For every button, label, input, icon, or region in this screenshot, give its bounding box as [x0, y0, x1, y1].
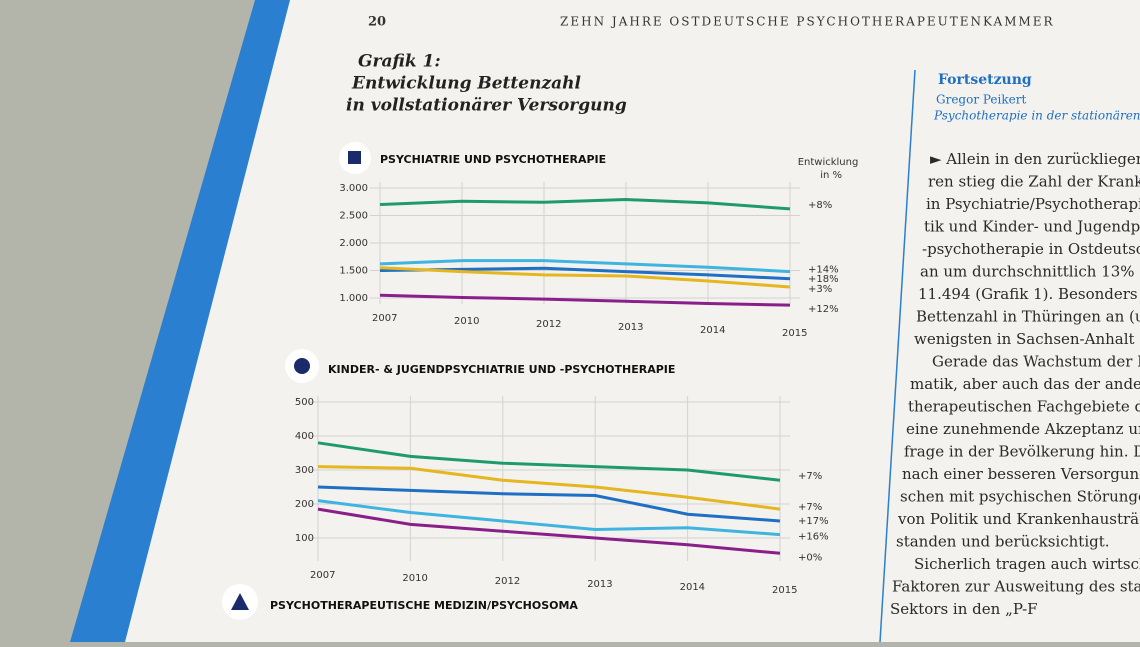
figure-title: Entwicklung Bettenzahl — [351, 74, 581, 94]
end-label: +0% — [798, 552, 822, 563]
body-column: Psychotherapie in der stationären Versor… — [890, 109, 1140, 619]
change-header: in % — [820, 170, 842, 181]
body-line: Sicherlich tragen auch wirtschaftl — [914, 555, 1140, 573]
x-tick-label: 2007 — [372, 313, 397, 324]
y-tick-label: 1.000 — [339, 293, 368, 304]
paper — [125, 0, 1140, 642]
x-tick-label: 2014 — [700, 325, 725, 336]
running-head: ZEHN JAHRE OSTDEUTSCHE PSYCHOTHERAPEUTEN… — [560, 15, 1055, 29]
change-header: Entwicklung — [798, 157, 859, 168]
triangle-icon — [231, 593, 249, 610]
y-tick-label: 500 — [295, 397, 314, 408]
chart-title: PSYCHIATRIE UND PSYCHOTHERAPIE — [380, 153, 606, 166]
y-tick-label: 100 — [295, 533, 314, 544]
end-label: +12% — [808, 304, 839, 315]
series-line — [317, 485, 781, 523]
y-tick-label: 3.000 — [339, 183, 368, 194]
column-rule — [879, 69, 916, 643]
series-line — [379, 198, 791, 211]
figure-title: Grafik 1: — [358, 52, 441, 72]
end-label: +18% — [808, 274, 839, 285]
x-tick-label: 2015 — [782, 328, 807, 339]
x-tick-label: 2010 — [454, 316, 479, 327]
x-tick-label: 2012 — [495, 576, 520, 587]
y-tick-label: 2.000 — [339, 238, 368, 249]
body-line: an um durchschnittlich 13% auf insg — [920, 263, 1140, 281]
series-line — [317, 465, 781, 511]
chart-title: KINDER- & JUGENDPSYCHIATRIE UND -PSYCHOT… — [328, 363, 675, 376]
body-line: wenigsten in Sachsen-Anhalt (6%). — [914, 330, 1140, 348]
end-label: +16% — [798, 532, 829, 543]
body-line: Faktoren zur Ausweitung des sta — [892, 578, 1140, 596]
end-label: +3% — [808, 284, 832, 295]
end-label: +7% — [798, 471, 822, 482]
x-tick-label: 2015 — [772, 585, 797, 596]
body-line: Sektors in den „P-F — [890, 600, 1038, 618]
body-line: schen mit psychischen Störungen w — [900, 488, 1140, 506]
y-tick-label: 1.500 — [339, 266, 368, 277]
series-line — [317, 499, 781, 537]
body-line: matik, aber auch das der anderen p — [910, 375, 1140, 393]
end-label: +14% — [808, 265, 839, 276]
x-tick-label: 2010 — [402, 573, 427, 584]
chart-title: PSYCHOTHERAPEUTISCHE MEDIZIN/PSYCHOSOMA — [270, 599, 578, 612]
end-label: +8% — [808, 200, 832, 211]
series-line — [379, 293, 791, 307]
body-line: Gerade das Wachstum der Psyc — [932, 353, 1140, 371]
body-line: eine zunehmende Akzeptanz und N — [906, 420, 1140, 438]
y-tick-label: 400 — [295, 431, 314, 442]
y-tick-label: 2.500 — [339, 211, 368, 222]
series-line — [379, 266, 791, 289]
body-line: tik und Kinder- und Jugendpsychiatr — [924, 218, 1140, 236]
page-number: 20 — [368, 15, 386, 30]
body-line: in Psychiatrie/Psychotherapie, Psych — [926, 195, 1140, 213]
body-line: standen und berücksichtigt. — [896, 533, 1110, 551]
body-line: nach einer besseren Versorgung von — [902, 465, 1140, 483]
body-line: 11.494 (Grafik 1). Besonders stark ste — [918, 285, 1140, 303]
body-line: von Politik und Krankenhausträgern — [897, 510, 1140, 528]
x-tick-label: 2007 — [310, 570, 335, 581]
sidebar-author: Gregor Peikert — [936, 93, 1026, 107]
body-line: Bettenzahl in Thüringen an (um 18% — [916, 308, 1140, 326]
end-label: +17% — [798, 516, 829, 527]
charts: PSYCHIATRIE UND PSYCHOTHERAPIE 1.000 1.500… — [270, 153, 839, 612]
y-tick-label: 300 — [295, 465, 314, 476]
x-tick-label: 2013 — [587, 579, 612, 590]
body-line: ► Allein in den zurückliegenden ze — [930, 150, 1140, 168]
series-line — [317, 507, 781, 555]
x-tick-label: 2014 — [680, 582, 705, 593]
body-line: -psychotherapie in Ostdeutschland de — [922, 240, 1140, 258]
body-line: frage in der Bevölkerung hin. Der Be — [904, 443, 1140, 461]
y-tick-label: 200 — [295, 499, 314, 510]
cover-edge — [70, 0, 300, 642]
sidebar-heading: Fortsetzung — [938, 72, 1032, 88]
x-tick-label: 2012 — [536, 319, 561, 330]
circle-icon — [294, 358, 310, 374]
series-line — [379, 259, 791, 274]
figure-title: in vollstationärer Versorgung — [346, 96, 627, 116]
x-tick-label: 2013 — [618, 322, 643, 333]
sidebar-subtitle: Psychotherapie in der stationären Versor… — [933, 109, 1140, 123]
series-line — [317, 441, 781, 482]
square-icon — [348, 151, 361, 164]
end-label: +7% — [798, 502, 822, 513]
body-line: ren stieg die Zahl der Krankenhau — [928, 173, 1140, 191]
body-line: therapeutischen Fachgebiete deute — [908, 398, 1140, 416]
body-text: ► Allein in den zurückliegenden ze ren st… — [890, 150, 1140, 618]
